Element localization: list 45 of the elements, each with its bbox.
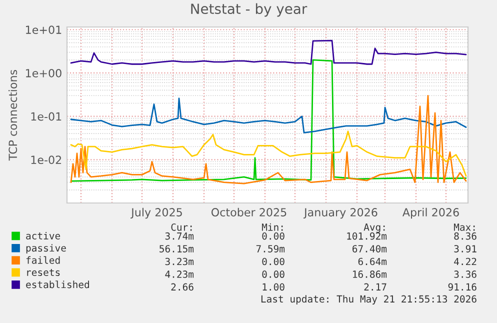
line-series	[70, 94, 467, 184]
text: 67.40m	[352, 245, 387, 252]
text: 101.92m	[347, 232, 387, 240]
text: Cur:	[171, 223, 192, 231]
legend-label: resets	[27, 269, 60, 276]
text: 2.66	[171, 283, 194, 291]
y-tick-label: 1e-01	[31, 112, 62, 121]
line-series	[70, 40, 467, 65]
text: 0.00	[262, 258, 284, 266]
text: 4.22	[454, 258, 476, 266]
x-tick-label: January 2026	[303, 208, 378, 219]
line-series	[70, 98, 467, 134]
text: Min:	[262, 223, 283, 231]
text: 56.15m	[160, 245, 194, 252]
x-tick-label: April 2026	[402, 208, 459, 219]
text: 3.91	[454, 245, 476, 252]
text: 3.23m	[165, 258, 194, 266]
text: 4.23m	[165, 270, 194, 278]
text: Avg:	[364, 224, 385, 233]
x-tick-label: July 2025	[130, 208, 182, 219]
y-tick-label: 1e+00	[26, 68, 62, 78]
y-axis-title: TCP connections	[8, 70, 18, 161]
legend-label: active	[26, 232, 60, 240]
text: 3.36	[454, 270, 476, 278]
legend-label: established	[26, 280, 89, 288]
text: 2.17	[364, 283, 386, 290]
legend-label: failed	[26, 256, 60, 264]
text: 8.36	[454, 232, 476, 240]
text: 1.00	[262, 283, 284, 291]
chart-title: Netstat - by year	[191, 3, 308, 17]
text: 6.64m	[358, 258, 387, 266]
text: Last update: Thu May 21 21:55:13 2026	[261, 295, 476, 305]
text: Max:	[454, 224, 475, 231]
text: 91.16	[448, 283, 476, 291]
line-series	[70, 59, 467, 182]
text: 0.00	[262, 232, 284, 240]
line-series	[70, 130, 467, 177]
text: 7.59m	[256, 245, 285, 252]
text: 0.00	[262, 270, 284, 278]
legend-label: passive	[26, 244, 66, 254]
x-tick-label: October 2025	[211, 208, 286, 216]
y-tick-label: 1e+01	[26, 26, 62, 34]
y-tick-label: 1e-02	[31, 156, 62, 164]
text: 16.86m	[353, 270, 387, 278]
text: 3.74m	[165, 232, 194, 240]
